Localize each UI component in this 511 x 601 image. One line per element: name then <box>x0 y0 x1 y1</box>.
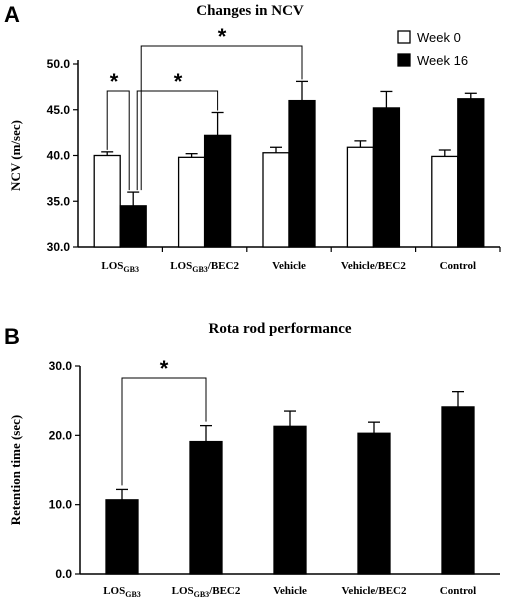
panel-b-label: B <box>4 324 20 349</box>
chart-b-significance-bracket <box>121 377 207 486</box>
panel-a-label: A <box>4 2 20 27</box>
chart-a-x-tick-label: Vehicle <box>272 260 306 272</box>
chart-a-bar <box>288 99 316 248</box>
chart-a-y-tick-label: 45.0 <box>47 103 71 117</box>
chart-a: A Changes in NCV 30.0 35.0 40.0 45.0 50.0 NCV (… <box>4 2 501 274</box>
chart-a-bar <box>262 152 290 248</box>
chart-a-bar <box>457 98 485 248</box>
chart-a-x-tick-label: LOSGB3 <box>101 260 139 274</box>
chart-a-y-tick-label: 30.0 <box>47 240 71 254</box>
chart-b-x-tick-label: Vehicle/BEC2 <box>342 585 407 597</box>
chart-b-bar <box>105 499 139 575</box>
chart-b-bar <box>357 432 391 575</box>
chart-b-y-tick-label: 0.0 <box>55 567 72 581</box>
chart-b-bar <box>273 425 307 575</box>
chart-b-x-tick-label: Vehicle <box>273 585 307 597</box>
chart-b-y-tick-label: 10.0 <box>49 498 73 512</box>
chart-a-legend-swatch <box>397 30 411 44</box>
chart-b-x-tick-label: LOSGB3/BEC2 <box>172 585 241 599</box>
chart-b-significance-star: * <box>160 356 169 381</box>
chart-a-bar <box>431 155 459 248</box>
chart-a-bar <box>177 156 206 248</box>
chart-a-bar <box>346 146 375 248</box>
chart-a-significance-star: * <box>110 69 119 94</box>
chart-b-title: Rota rod performance <box>208 321 351 337</box>
chart-a-x-tick-label: Vehicle/BEC2 <box>341 260 406 272</box>
chart-b-bar <box>441 406 475 575</box>
chart-a-legend-label: Week 16 <box>417 53 468 68</box>
chart-a-y-tick-label: 50.0 <box>47 57 71 71</box>
chart-a-y-axis-label: NCV (m/sec) <box>8 120 23 191</box>
chart-a-y-tick-label: 35.0 <box>47 194 71 208</box>
chart-a-bar <box>119 205 147 248</box>
chart-b-y-tick-label: 30.0 <box>49 359 73 373</box>
chart-a-significance-bracket <box>136 90 219 191</box>
chart-a-x-tick-label: Control <box>440 260 476 272</box>
chart-b-y-axis-label: Retention time (sec) <box>8 415 23 525</box>
chart-b-x-tick-label: Control <box>440 585 476 597</box>
chart-b-y-tick-label: 20.0 <box>49 428 73 442</box>
chart-a-significance-star: * <box>218 24 227 49</box>
chart-a-legend-swatch <box>397 53 411 67</box>
chart-b-x-tick-label: LOSGB3 <box>103 585 141 599</box>
chart-a-significance-bracket <box>140 45 303 191</box>
chart-a-significance-star: * <box>174 69 183 94</box>
chart-b-bar <box>189 440 223 575</box>
chart-a-legend-label: Week 0 <box>417 30 461 45</box>
chart-a-x-tick-label: LOSGB3/BEC2 <box>170 260 239 274</box>
chart-a-bar <box>372 107 401 248</box>
chart-b: B Rota rod performance 0.0 10.0 20.0 30.0 Rete… <box>4 321 500 599</box>
chart-a-y-tick-label: 40.0 <box>47 149 71 163</box>
chart-a-title: Changes in NCV <box>196 3 304 19</box>
chart-a-significance-bracket <box>106 90 130 191</box>
chart-a-bar <box>203 134 232 248</box>
chart-a-bar <box>93 154 121 248</box>
